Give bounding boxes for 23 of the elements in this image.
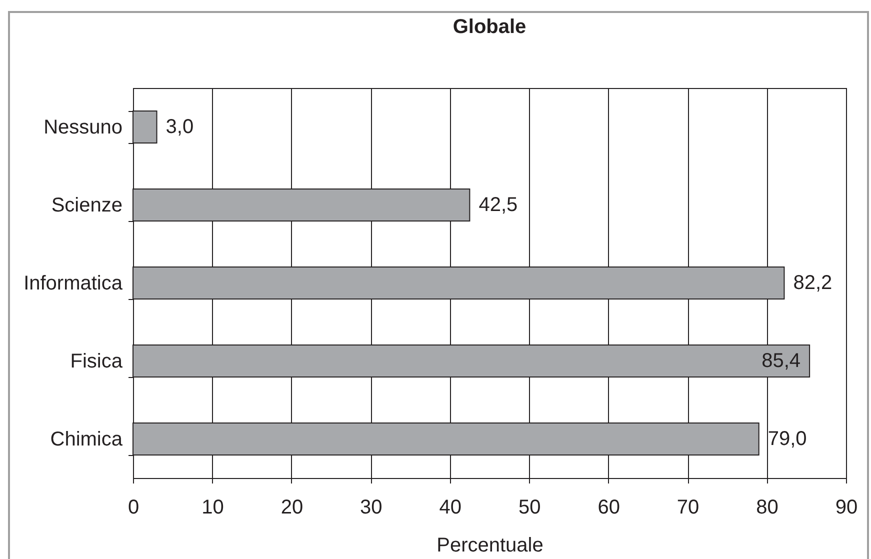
x-axis-title: Percentuale: [436, 534, 544, 556]
data-label: 3,0: [166, 116, 194, 138]
x-tick-label: 0: [128, 496, 140, 518]
x-tick-label: 80: [756, 496, 778, 518]
x-tick-label: 90: [835, 496, 858, 518]
y-tick-label: Nessuno: [44, 116, 122, 138]
data-label: 82,2: [793, 272, 832, 294]
chart-title: Globale: [452, 16, 526, 38]
x-tick-label: 50: [518, 496, 541, 518]
data-label: 79,0: [768, 428, 807, 450]
x-tick-label: 70: [676, 496, 700, 518]
x-tick-label: 60: [598, 496, 620, 518]
y-tick-label: Informatica: [24, 272, 124, 294]
data-label: 42,5: [478, 194, 518, 216]
y-tick-label: Chimica: [50, 428, 124, 450]
y-tick-label: Fisica: [70, 350, 124, 372]
x-tick-label: 10: [202, 496, 224, 518]
y-tick-label: Scienze: [51, 194, 122, 216]
bar: [132, 110, 158, 144]
x-tick-label: 30: [360, 496, 382, 518]
data-label: 85,4: [762, 350, 801, 372]
x-tick-label: 40: [439, 496, 462, 518]
x-tick-label: 20: [280, 496, 304, 518]
